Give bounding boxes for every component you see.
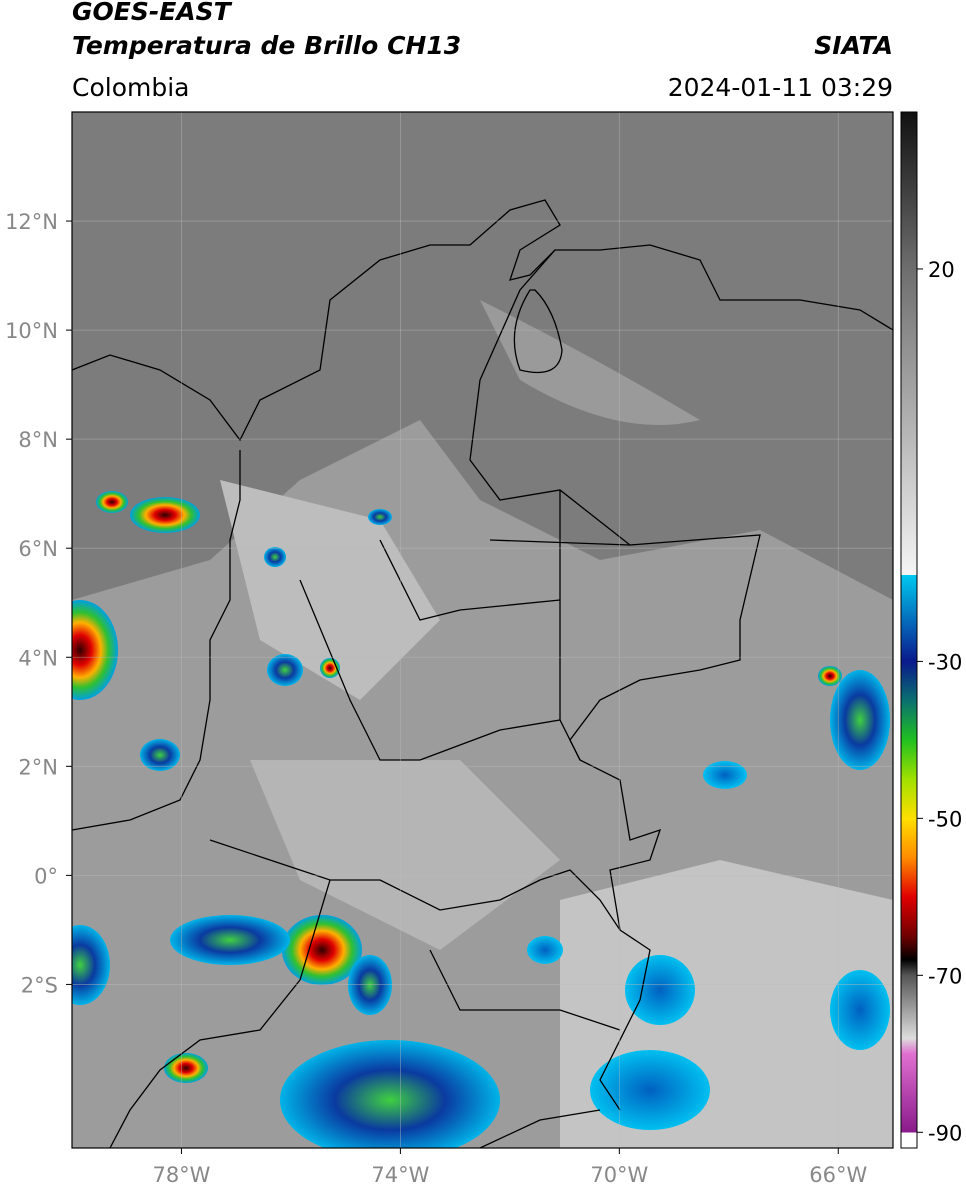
lat-tick-label: 8°N: [18, 428, 58, 452]
colorbar: [900, 111, 918, 1149]
source: SIATA: [814, 31, 893, 60]
satellite-image: [72, 112, 893, 1148]
lat-tick-label: 0°: [34, 864, 58, 888]
lon-tick-label: 66°W: [809, 1163, 867, 1187]
colorbar-tick-label: -30: [928, 650, 962, 674]
title: GOES-EAST: [72, 0, 233, 26]
lon-tick-label: 70°W: [590, 1163, 648, 1187]
lat-tick-label: 12°N: [5, 210, 58, 234]
lat-tick-label: 4°N: [18, 646, 58, 670]
datetime: 2024-01-11 03:29: [668, 73, 893, 102]
colorbar-tick-label: -90: [928, 1121, 962, 1145]
lon-tick-label: 78°W: [152, 1163, 210, 1187]
colorbar-tick-label: -50: [928, 807, 962, 831]
colorbar-tick-label: -70: [928, 964, 962, 988]
lat-tick-label: 6°N: [18, 537, 58, 561]
lat-tick-label: 2°N: [18, 755, 58, 779]
subtitle: Temperatura de Brillo CH13: [72, 31, 461, 60]
colorbar-tick-label: 20: [928, 258, 955, 282]
graticule: [72, 112, 893, 1148]
map-frame: [71, 111, 894, 1149]
region: Colombia: [72, 73, 189, 102]
lat-tick-label: 2°S: [21, 973, 58, 997]
lat-tick-label: 10°N: [5, 319, 58, 343]
lon-tick-label: 74°W: [371, 1163, 429, 1187]
